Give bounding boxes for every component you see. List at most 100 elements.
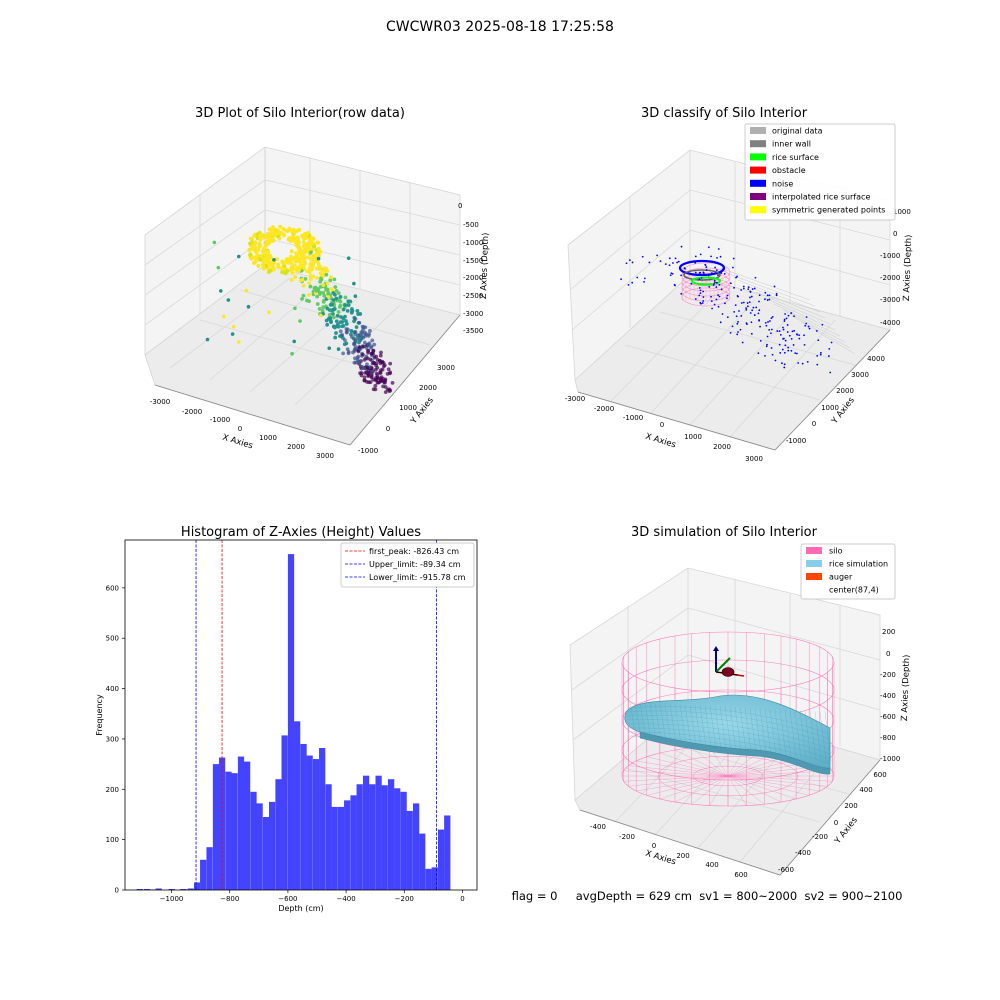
histogram-bar — [337, 806, 345, 890]
noise-point — [783, 363, 786, 366]
noise-point — [694, 261, 697, 264]
raw-point — [375, 357, 380, 362]
rice-mesh-line — [654, 703, 662, 742]
raw-point — [293, 306, 297, 311]
raw-point — [331, 291, 336, 295]
noise-point — [711, 307, 713, 310]
legend-label: inner wall — [772, 140, 811, 149]
panel-raw-title: 3D Plot of Silo Interior(row data) — [195, 106, 405, 121]
raw-point — [248, 236, 253, 241]
raw-point — [250, 255, 255, 260]
noise-point — [708, 286, 711, 288]
noise-point — [783, 320, 786, 322]
rice-mesh-line — [789, 709, 797, 758]
raw-point — [352, 341, 357, 346]
histogram-bar — [250, 791, 257, 890]
raw-point — [301, 265, 306, 270]
noise-point — [717, 305, 720, 308]
classify-x-tick: -2000 — [594, 405, 614, 413]
rice-mesh-line — [799, 710, 807, 759]
noise-point — [779, 352, 782, 354]
noise-point — [798, 337, 801, 340]
noise-point — [710, 300, 713, 302]
noise-point — [783, 318, 786, 321]
raw-point — [316, 240, 321, 245]
noise-point — [791, 330, 794, 333]
noise-point — [737, 320, 739, 323]
raw-point — [291, 266, 295, 271]
histogram-bar — [193, 882, 201, 890]
raw-point — [321, 290, 326, 295]
raw-point — [271, 267, 276, 272]
rice-mesh-lines — [627, 701, 832, 770]
raw-point — [283, 271, 288, 276]
histogram-bar — [231, 773, 238, 890]
noise-point — [749, 290, 752, 293]
histogram-bar — [212, 764, 220, 890]
simulation-y-tick: -400 — [795, 849, 811, 857]
raw-point — [353, 317, 358, 321]
noise-point — [817, 339, 820, 342]
noise-point — [694, 255, 697, 258]
raw-point — [296, 269, 301, 273]
noise-point — [775, 292, 778, 295]
raw-y-tick: 3000 — [437, 364, 455, 372]
raw-z-tick: -2500 — [463, 292, 483, 300]
raw-point — [300, 296, 304, 301]
noise-point — [829, 371, 832, 374]
histogram-bar — [350, 795, 357, 890]
noise-point — [705, 266, 708, 268]
noise-point — [717, 248, 720, 250]
raw-point — [263, 242, 269, 247]
raw-point — [292, 339, 297, 344]
raw-point — [284, 257, 289, 262]
raw-point — [370, 338, 375, 343]
noise-point — [715, 269, 718, 272]
noise-point — [788, 334, 791, 337]
raw-point — [362, 340, 367, 345]
rice-mesh-line — [724, 706, 732, 750]
noise-point — [758, 300, 760, 303]
raw-point — [290, 270, 295, 274]
histogram-bar — [431, 867, 438, 890]
noise-point — [702, 271, 705, 274]
noise-point — [793, 329, 796, 332]
noise-point — [698, 294, 701, 297]
raw-point — [308, 273, 313, 278]
raw-point — [316, 256, 321, 261]
noise-point — [773, 285, 776, 288]
raw-point — [328, 278, 333, 283]
raw-point — [357, 340, 361, 345]
noise-point — [734, 304, 737, 306]
raw-point — [366, 374, 371, 378]
raw-point — [373, 383, 378, 388]
raw-point — [257, 234, 263, 239]
raw-point — [345, 308, 350, 313]
raw-y-tick: 1000 — [399, 404, 417, 412]
noise-point — [656, 254, 659, 257]
silo-floor-spoke — [659, 775, 729, 800]
rice-mesh-line — [739, 707, 747, 752]
noise-point — [724, 302, 726, 305]
legend-label: center(87,4) — [829, 586, 879, 595]
raw-point — [380, 360, 385, 365]
raw-point — [319, 272, 324, 277]
legend-swatch — [750, 179, 766, 187]
legend-swatch — [750, 193, 766, 200]
raw-point — [289, 278, 294, 282]
raw-point — [278, 230, 283, 236]
raw-point — [346, 303, 351, 308]
noise-point — [765, 345, 768, 348]
rice-mesh-line — [774, 709, 782, 756]
raw-point — [334, 296, 339, 301]
raw-point — [314, 266, 319, 271]
raw-point — [343, 295, 348, 300]
raw-point — [270, 230, 275, 235]
noise-point — [827, 355, 830, 357]
raw-point — [321, 283, 326, 288]
raw-point — [353, 338, 358, 342]
raw-point — [357, 320, 362, 325]
raw-point — [369, 344, 374, 349]
raw-point — [320, 309, 325, 313]
raw-point — [303, 261, 307, 266]
